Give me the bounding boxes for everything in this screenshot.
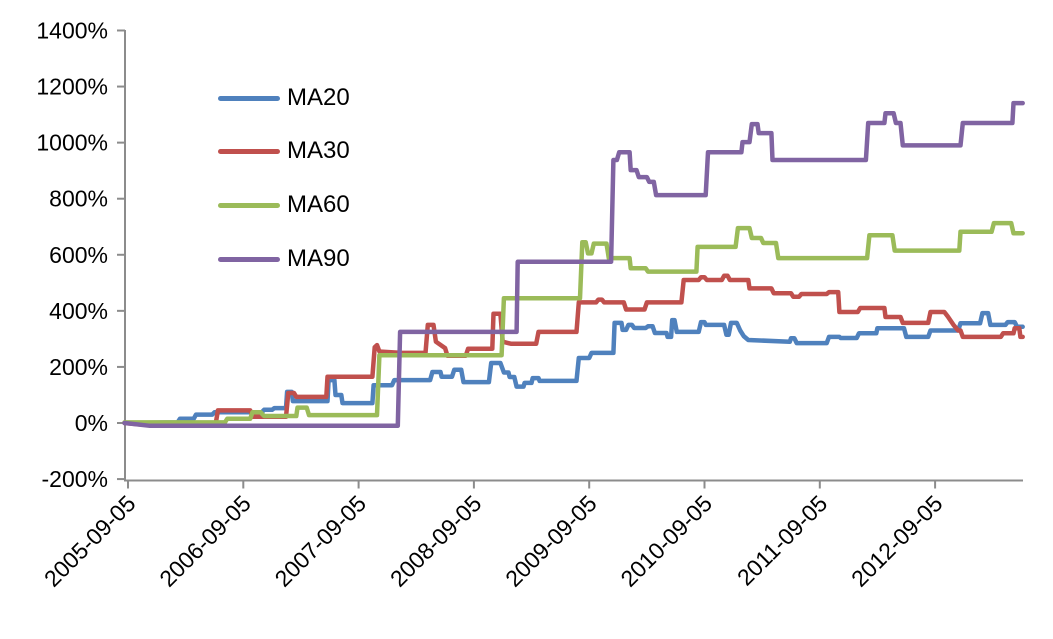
x-tick-label: 2011-09-05 bbox=[732, 490, 832, 590]
x-tick-label: 2007-09-05 bbox=[270, 490, 372, 592]
y-tick-label: 200% bbox=[49, 354, 108, 380]
y-tick-label: -200% bbox=[42, 466, 108, 492]
y-tick-label: 600% bbox=[49, 242, 108, 268]
legend-label-ma20: MA20 bbox=[287, 84, 350, 111]
x-tick-label: 2008-09-05 bbox=[385, 490, 487, 592]
legend-swatch-ma60 bbox=[218, 202, 280, 208]
x-tick-label: 2010-09-05 bbox=[615, 490, 717, 592]
x-tick-label: 2006-09-05 bbox=[154, 490, 256, 592]
legend-item-ma20: MA20 bbox=[218, 84, 350, 112]
series-line-ma20 bbox=[122, 310, 1025, 426]
legend-label-ma90: MA90 bbox=[287, 245, 350, 272]
legend-item-ma30: MA30 bbox=[218, 137, 350, 165]
y-tick-label: 1400% bbox=[36, 17, 108, 43]
x-tick-label: 2005-09-05 bbox=[39, 490, 141, 592]
series-line-ma90 bbox=[122, 100, 1025, 429]
legend-label-ma30: MA30 bbox=[287, 137, 350, 164]
y-tick-label: 1200% bbox=[36, 74, 108, 100]
x-tick-label: 2009-09-05 bbox=[500, 490, 602, 592]
y-tick-label: 400% bbox=[49, 298, 108, 324]
y-tick-label: 0% bbox=[75, 410, 108, 436]
legend-swatch-ma30 bbox=[218, 148, 280, 154]
legend-label-ma60: MA60 bbox=[287, 191, 350, 218]
y-tick-label: 800% bbox=[49, 186, 108, 212]
legend-item-ma90: MA90 bbox=[218, 245, 350, 273]
series-line-ma30 bbox=[122, 273, 1025, 427]
x-tick-label: 2012-09-05 bbox=[846, 490, 948, 592]
legend-item-ma60: MA60 bbox=[218, 191, 350, 219]
y-tick-label: 1000% bbox=[36, 130, 108, 156]
legend-swatch-ma20 bbox=[218, 95, 280, 101]
legend-swatch-ma90 bbox=[218, 256, 280, 262]
series-line-ma60 bbox=[122, 220, 1025, 425]
